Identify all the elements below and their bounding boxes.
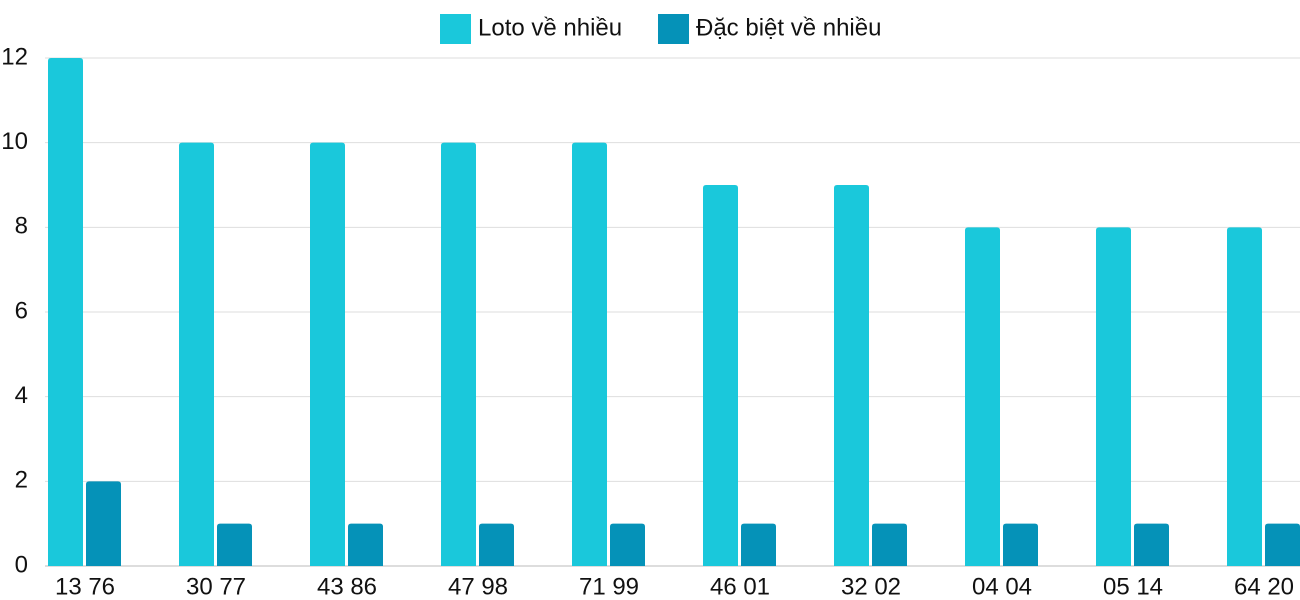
bar	[965, 227, 1000, 567]
bar	[48, 58, 83, 566]
y-tick-label: 2	[15, 467, 28, 494]
bar	[441, 142, 476, 566]
bar	[86, 481, 121, 566]
bar	[310, 142, 345, 566]
bar	[1096, 227, 1131, 567]
y-tick-label: 0	[15, 551, 28, 578]
legend-label: Đặc biệt về nhiều	[696, 14, 881, 41]
bar	[872, 523, 907, 566]
x-tick-label: 04 04	[972, 573, 1032, 600]
bar	[1134, 523, 1169, 566]
bar	[1227, 227, 1262, 567]
legend-swatch	[440, 14, 471, 44]
y-tick-label: 8	[15, 213, 28, 240]
bar	[479, 523, 514, 566]
y-tick-label: 10	[1, 128, 28, 155]
bar	[741, 523, 776, 566]
x-tick-label: 43 86	[317, 573, 377, 600]
bar	[610, 523, 645, 566]
y-tick-label: 12	[1, 43, 28, 70]
x-tick-label: 05 14	[1103, 573, 1163, 600]
y-tick-label: 6	[15, 297, 28, 324]
x-tick-label: 46 01	[710, 573, 770, 600]
x-tick-label: 30 77	[186, 573, 246, 600]
y-tick-label: 4	[15, 382, 28, 409]
bar	[572, 142, 607, 566]
x-tick-label: 47 98	[448, 573, 508, 600]
bar	[834, 185, 869, 566]
bar	[348, 523, 383, 566]
bar	[217, 523, 252, 566]
bar	[1265, 523, 1300, 566]
legend-label: Loto về nhiều	[478, 14, 622, 41]
x-tick-label: 32 02	[841, 573, 901, 600]
bar	[703, 185, 738, 566]
x-tick-label: 64 20	[1234, 573, 1294, 600]
legend-swatch	[658, 14, 689, 44]
x-tick-label: 71 99	[579, 573, 639, 600]
bar	[179, 142, 214, 566]
x-tick-label: 13 76	[55, 573, 115, 600]
bar	[1003, 523, 1038, 566]
